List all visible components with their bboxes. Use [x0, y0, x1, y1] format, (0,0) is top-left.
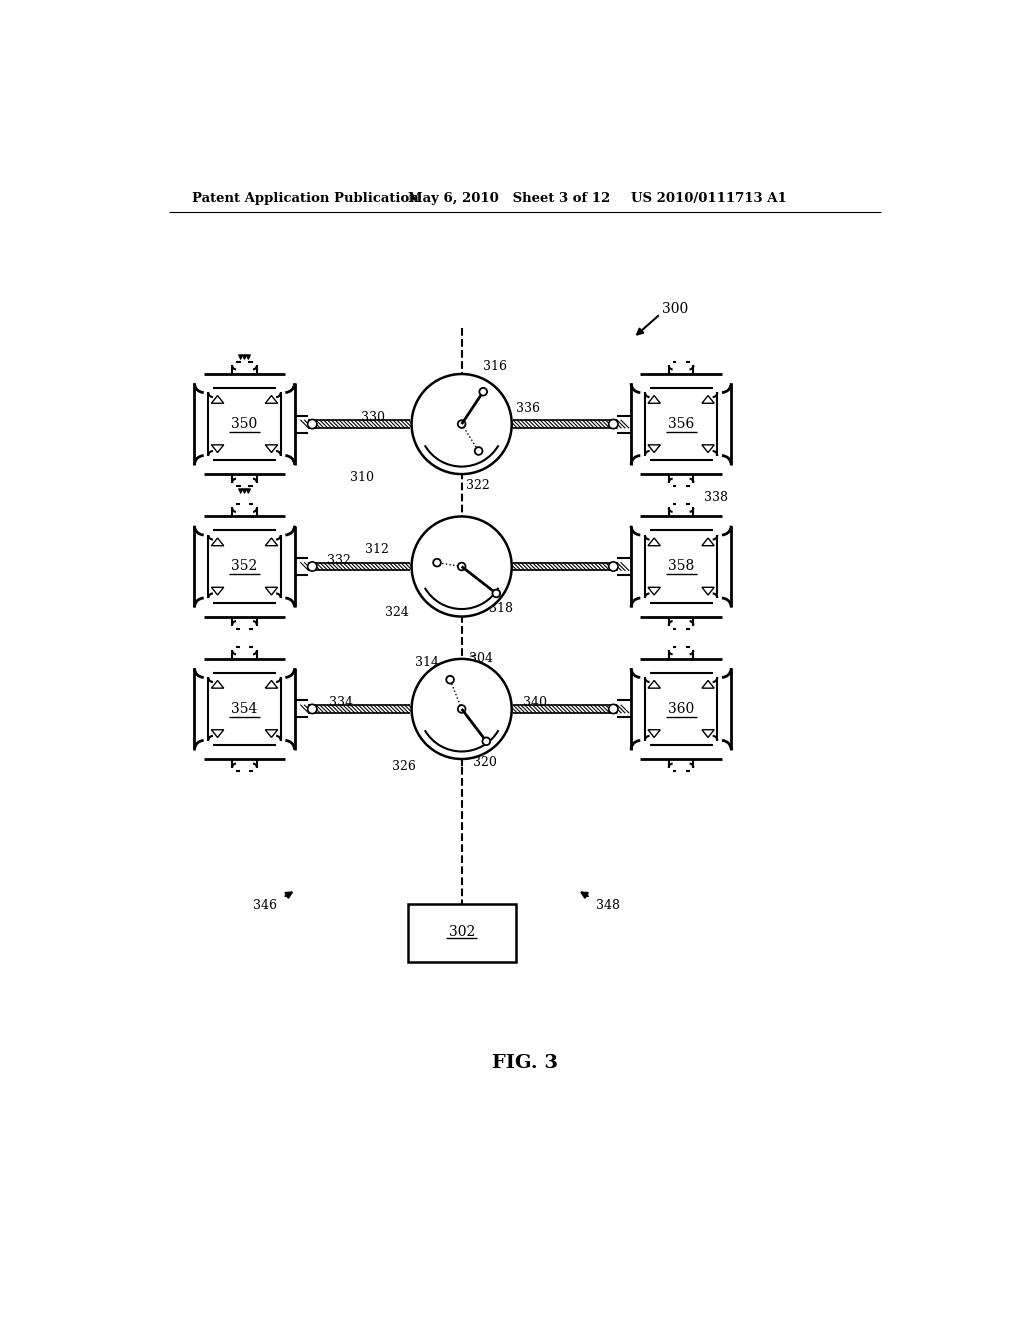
Circle shape [493, 590, 500, 597]
Text: 302: 302 [449, 925, 475, 940]
Text: 312: 312 [366, 543, 389, 556]
Text: 352: 352 [231, 560, 258, 573]
Circle shape [412, 659, 512, 759]
Text: 360: 360 [668, 702, 694, 715]
Circle shape [307, 420, 316, 429]
Text: 334: 334 [330, 696, 353, 709]
Text: 354: 354 [231, 702, 258, 715]
Bar [308, 420, 410, 428]
Circle shape [458, 562, 466, 570]
Text: 326: 326 [392, 760, 416, 774]
Bar [513, 562, 617, 570]
Circle shape [608, 420, 617, 429]
Text: 320: 320 [473, 756, 497, 770]
Text: US 2010/0111713 A1: US 2010/0111713 A1 [631, 191, 786, 205]
Text: 356: 356 [668, 417, 694, 432]
Circle shape [307, 562, 316, 572]
Circle shape [412, 516, 512, 616]
Circle shape [433, 558, 441, 566]
Text: 314: 314 [416, 656, 439, 669]
Text: 304: 304 [469, 652, 494, 665]
Text: 336: 336 [515, 403, 540, 416]
Text: 338: 338 [705, 491, 728, 504]
Text: May 6, 2010   Sheet 3 of 12: May 6, 2010 Sheet 3 of 12 [408, 191, 610, 205]
Text: FIG. 3: FIG. 3 [492, 1055, 558, 1072]
Circle shape [475, 447, 482, 455]
Text: 332: 332 [327, 554, 351, 566]
Text: 318: 318 [488, 602, 513, 615]
Circle shape [608, 705, 617, 714]
Circle shape [446, 676, 454, 684]
Circle shape [458, 420, 466, 428]
Bar [308, 562, 410, 570]
Text: 310: 310 [350, 471, 374, 484]
Text: 330: 330 [360, 412, 385, 425]
Bar [513, 420, 617, 428]
Circle shape [482, 738, 490, 744]
Text: 350: 350 [231, 417, 258, 432]
Text: 348: 348 [596, 899, 620, 912]
Circle shape [307, 705, 316, 714]
Bar [513, 705, 617, 713]
Text: 324: 324 [385, 606, 409, 619]
Text: 358: 358 [668, 560, 694, 573]
Text: Patent Application Publication: Patent Application Publication [193, 191, 419, 205]
Text: 300: 300 [662, 301, 688, 315]
Text: 346: 346 [253, 899, 278, 912]
Circle shape [458, 705, 466, 713]
Text: 340: 340 [523, 696, 547, 709]
Bar [408, 904, 515, 961]
Circle shape [479, 388, 487, 396]
Text: 322: 322 [466, 479, 489, 492]
Bar [308, 705, 410, 713]
Text: 316: 316 [483, 360, 507, 372]
Circle shape [412, 374, 512, 474]
Circle shape [608, 562, 617, 572]
